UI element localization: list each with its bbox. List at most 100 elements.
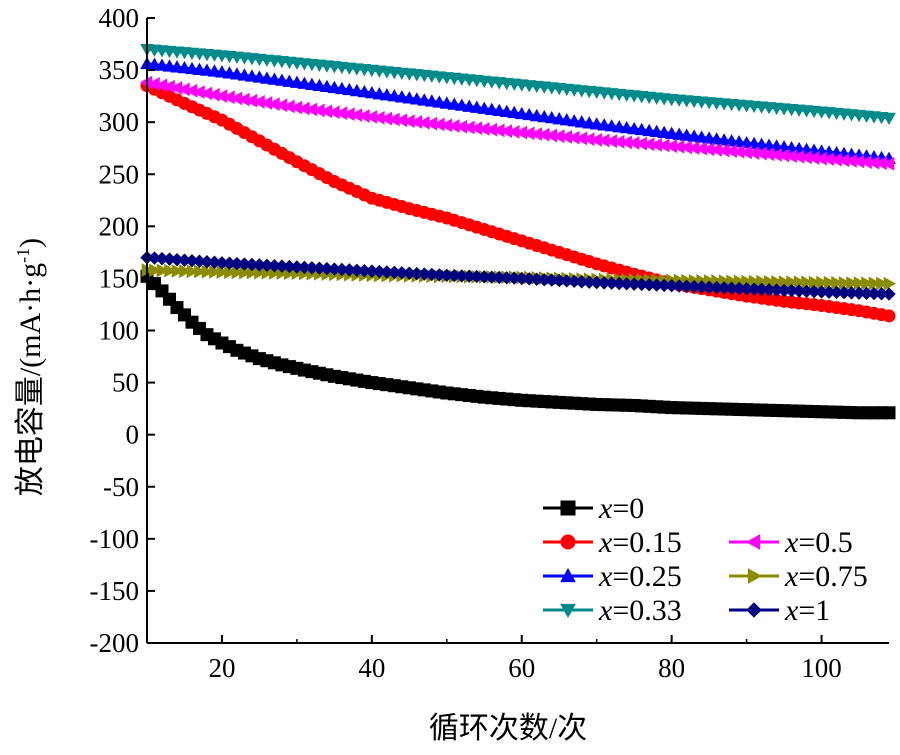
legend-label: x=0.75 — [784, 560, 868, 593]
data-point — [186, 264, 199, 279]
legend-label: x=1 — [784, 594, 830, 627]
series-layer — [139, 43, 897, 420]
data-point — [853, 276, 867, 291]
data-point — [529, 108, 544, 122]
data-point — [432, 95, 447, 108]
data-point — [447, 97, 462, 110]
data-point — [861, 276, 874, 291]
data-point — [379, 88, 394, 101]
data-point — [499, 104, 514, 118]
y-tick-label: 50 — [112, 368, 139, 398]
legend-marker — [747, 568, 763, 584]
data-point — [252, 70, 267, 83]
y-tick-label: 200 — [99, 211, 140, 241]
legend-item: x=0.15 — [543, 526, 682, 559]
x-tick-label: 100 — [801, 653, 842, 683]
data-point — [230, 67, 244, 80]
data-point — [477, 101, 492, 114]
data-point — [831, 275, 844, 290]
data-point — [156, 263, 170, 278]
data-point — [469, 100, 484, 113]
legend-marker — [746, 602, 762, 618]
data-point — [335, 81, 349, 95]
data-point — [282, 74, 297, 87]
data-point — [357, 84, 372, 98]
data-point — [417, 93, 432, 106]
data-point — [409, 92, 424, 105]
data-point — [222, 66, 237, 79]
data-point — [876, 276, 889, 291]
data-point — [342, 82, 357, 96]
data-point — [312, 78, 327, 92]
data-point — [816, 275, 829, 290]
data-point — [327, 80, 342, 94]
y-tick-label: 0 — [126, 420, 140, 450]
data-point — [297, 76, 312, 89]
data-point — [559, 113, 574, 126]
legend: x=0x=0.15x=0.25x=0.33 x=0.5x=0.75x=1 — [543, 492, 868, 627]
legend-label: x=0 — [598, 492, 644, 525]
data-point — [164, 263, 177, 278]
data-point — [194, 264, 207, 279]
data-point — [514, 106, 529, 120]
data-point — [552, 112, 567, 125]
data-point — [507, 105, 522, 119]
legend-item: x=0.33 — [543, 594, 682, 627]
data-point — [275, 73, 289, 86]
data-point — [424, 94, 439, 107]
data-point — [260, 71, 274, 84]
y-tick-label: 150 — [99, 263, 140, 293]
data-point — [290, 75, 304, 88]
x-tick-label: 40 — [358, 653, 385, 683]
y-tick-label: -50 — [103, 472, 139, 502]
y-tick-label: -150 — [90, 576, 140, 606]
svg-text:放电容量/(mA·h·g-1): 放电容量/(mA·h·g-1) — [13, 238, 47, 496]
data-point — [484, 102, 499, 115]
x-axis-title: 循环次数/次 — [429, 712, 587, 745]
y-tick-label: -100 — [90, 524, 140, 554]
legend-item: x=1 — [729, 594, 830, 627]
data-point — [394, 90, 409, 103]
data-point — [364, 85, 379, 99]
series-x-1 — [140, 250, 896, 301]
series-x-0-15 — [140, 79, 896, 323]
data-point — [808, 275, 822, 290]
legend-item: x=0.5 — [729, 526, 853, 559]
y-axis-title-main: 放电容量/(mA·h·g — [14, 263, 47, 496]
data-point — [216, 265, 229, 280]
y-axis-title: 放电容量/(mA·h·g-1) — [13, 238, 47, 496]
data-point — [882, 406, 896, 420]
data-point — [537, 109, 552, 123]
series-x-0 — [140, 269, 896, 420]
legend-label: x=0.5 — [784, 526, 853, 559]
data-point — [582, 116, 597, 129]
legend-marker — [560, 534, 576, 550]
legend-marker — [560, 603, 576, 619]
series-x-0-33 — [140, 43, 896, 126]
legend-item: x=0.75 — [729, 560, 868, 593]
series-x-0-5 — [139, 75, 895, 171]
data-point — [387, 89, 402, 102]
data-point — [439, 96, 454, 109]
data-point — [881, 156, 895, 171]
y-tick-label: 100 — [99, 316, 140, 346]
data-point — [567, 114, 582, 127]
data-point — [574, 115, 589, 128]
data-point — [215, 65, 229, 78]
legend-item: x=0.25 — [543, 560, 682, 593]
data-point — [868, 276, 882, 291]
data-point — [882, 309, 896, 323]
data-point — [882, 287, 896, 301]
data-point — [179, 264, 192, 278]
data-point — [846, 276, 859, 290]
data-point — [544, 110, 559, 124]
data-point — [402, 91, 417, 104]
data-point — [171, 264, 185, 278]
y-tick-label: 400 — [99, 3, 140, 33]
legend-item: x=0 — [543, 492, 644, 525]
y-tick-label: 300 — [99, 107, 140, 137]
data-point — [209, 265, 222, 279]
y-tick-label: 250 — [99, 159, 140, 189]
legend-label: x=0.15 — [598, 526, 682, 559]
